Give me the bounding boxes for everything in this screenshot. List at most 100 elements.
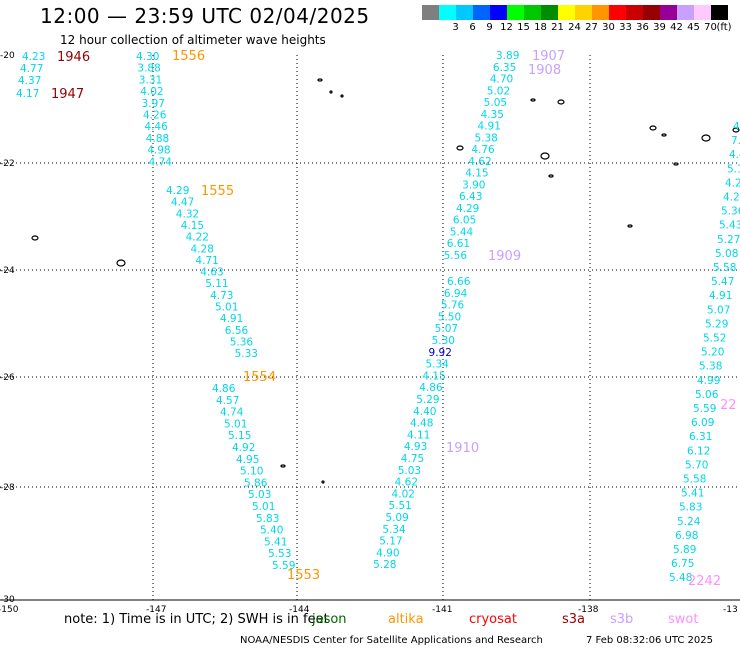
island-outline	[649, 125, 657, 131]
legend-label: 45	[687, 22, 700, 33]
track-label: 1909	[488, 249, 521, 264]
swh-value: 5.83	[256, 513, 279, 525]
swh-value: 4.74	[149, 156, 173, 168]
mission-altika: altika	[388, 612, 424, 627]
swh-value: 4.15	[422, 370, 445, 382]
swh-value: 4.73	[210, 290, 233, 302]
swh-value: 5.05	[484, 97, 507, 109]
swh-value: 4.29	[166, 185, 189, 197]
footer-note: note: 1) Time is in UTC; 2) SWH is in fe…	[64, 612, 329, 627]
swh-value: 5.29	[416, 394, 439, 406]
swh-value: 5.52	[703, 333, 726, 345]
mission-s3b: s3b	[610, 612, 634, 627]
x-tick-label: -13	[723, 605, 738, 615]
swh-value: 4.90	[376, 547, 399, 559]
island-outline	[673, 162, 679, 166]
track-label: 22	[720, 398, 737, 413]
swh-value: 6.98	[675, 530, 698, 542]
graticule	[0, 55, 740, 601]
legend-label: 36	[636, 22, 649, 33]
swh-value: 9.92	[429, 347, 452, 359]
swh-value: 4.1	[733, 121, 740, 133]
island-outline	[540, 152, 550, 160]
swh-value: 6.09	[691, 417, 714, 429]
map-title: 12:00 — 23:59 UTC 02/04/2025	[40, 4, 370, 28]
legend-swatch	[643, 5, 660, 20]
legend-swatch	[439, 5, 456, 20]
swh-value: 4.15	[181, 220, 204, 232]
swh-value: 6.61	[447, 238, 470, 250]
x-tick-label: -141	[432, 605, 452, 615]
swh-value: 5.34	[382, 524, 406, 536]
legend-label: 15	[517, 22, 530, 33]
island-outline	[317, 78, 323, 82]
swh-value: 5.58	[683, 474, 706, 486]
y-tick-label: -28	[0, 483, 15, 493]
legend-swatch	[558, 5, 575, 20]
island-outline	[321, 480, 325, 484]
swh-value: 6.12	[687, 445, 710, 457]
swh-value: 5.56	[444, 250, 468, 262]
swh-value: 4.75	[401, 453, 424, 465]
swh-value: 5.83	[679, 502, 702, 514]
island-outline	[116, 259, 126, 267]
swh-value: 4.98	[147, 145, 170, 157]
swh-value: 4.26	[143, 110, 167, 122]
swh-value: 4.70	[490, 74, 513, 86]
swh-value: 5.59	[272, 560, 295, 572]
swh-value: 7.9	[731, 135, 740, 147]
swh-value: 5.29	[705, 318, 728, 330]
swh-value: 4.92	[232, 442, 255, 454]
swh-value: 5.01	[252, 501, 275, 513]
legend-label: 18	[534, 22, 547, 33]
swh-value: 5.48	[669, 572, 692, 584]
swh-value: 5.28	[373, 559, 396, 571]
legend-label: 9	[486, 22, 493, 33]
swh-value: 5.33	[235, 348, 258, 360]
swh-value: 5.07	[707, 304, 730, 316]
swh-value: 5.11	[205, 278, 228, 290]
mission-jason: jason	[312, 612, 347, 627]
swh-value: 4.76	[471, 144, 495, 156]
track-label: 1556	[172, 49, 205, 64]
swh-value: 4.37	[18, 75, 41, 87]
swh-value: 5.36	[721, 206, 740, 218]
swh-value: 6.56	[225, 325, 249, 337]
swh-value: 4.26	[723, 192, 740, 204]
swh-value: 5.01	[215, 302, 238, 314]
island-outline	[530, 98, 536, 102]
swh-value: 5.50	[438, 311, 461, 323]
swh-value: 4.11	[407, 429, 430, 441]
swh-value: 5.41	[681, 488, 704, 500]
legend-label: 39	[653, 22, 666, 33]
swh-value: 5.06	[695, 389, 719, 401]
mission-s3a: s3a	[562, 612, 586, 627]
island-outline	[280, 464, 286, 468]
island-outline	[548, 174, 554, 178]
swh-value: 6.75	[671, 558, 694, 570]
legend-swatch	[575, 5, 592, 20]
legend-swatch	[626, 5, 643, 20]
swh-value: 6.66	[447, 276, 471, 288]
swh-value: 5.34	[425, 359, 449, 371]
legend-swatch	[541, 5, 558, 20]
track-label: 1947	[51, 87, 84, 102]
swh-value: 5.89	[673, 544, 696, 556]
mission-swot: swot	[668, 612, 699, 627]
swh-value: 4.57	[216, 395, 239, 407]
swh-value: 4.71	[195, 255, 218, 267]
swh-value: 5.01	[224, 418, 247, 430]
swh-value: 5.86	[244, 477, 268, 489]
swh-value: 5.07	[435, 323, 458, 335]
swh-value: 5.43	[719, 220, 740, 232]
swh-value: 4.91	[478, 121, 501, 133]
swh-value: 4.95	[236, 454, 259, 466]
swh-value: 5.53	[268, 548, 291, 560]
swh-value: 5.38	[699, 361, 722, 373]
swh-value: 5.41	[264, 536, 287, 548]
swh-value: 3.97	[142, 98, 165, 110]
x-tick-label: -150	[0, 605, 19, 615]
y-tick-label: -30	[0, 595, 15, 605]
swh-value: 5.70	[685, 459, 708, 471]
